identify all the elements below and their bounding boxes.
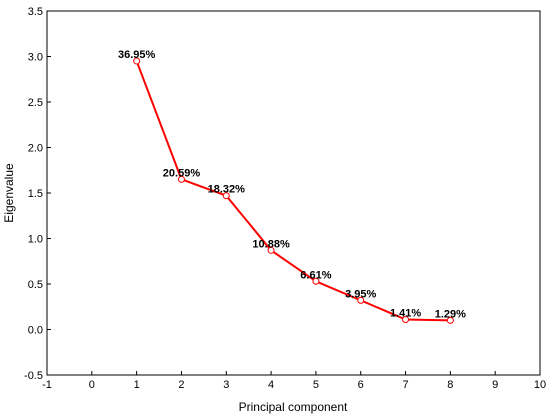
x-tick-label: 8 (447, 379, 453, 391)
plot-area (46, 10, 541, 376)
x-tick-label: 1 (134, 379, 140, 391)
x-axis-label: Principal component (239, 400, 348, 414)
data-label: 1.29% (435, 308, 466, 320)
y-tick-label: 3.0 (28, 52, 43, 64)
y-tick-label: 0.0 (28, 325, 43, 337)
data-label: 3.95% (345, 288, 376, 300)
x-tick-label: 2 (178, 379, 184, 391)
data-point (177, 175, 185, 183)
y-tick-label: 0.5 (28, 279, 43, 291)
y-tick-label: 1.0 (28, 234, 43, 246)
data-point (312, 277, 320, 285)
y-tick-label: 2.5 (28, 97, 43, 109)
series-line (135, 60, 451, 322)
x-tick-label: 7 (402, 379, 408, 391)
data-label: 1.41% (390, 307, 421, 319)
data-point (133, 57, 141, 65)
x-tick-label: 5 (313, 379, 319, 391)
data-label: 18.32% (208, 184, 246, 196)
y-axis-label: Eigenvalue (2, 163, 16, 223)
y-tick-label: 2.0 (28, 143, 43, 155)
data-label: 20.59% (163, 167, 201, 179)
data-point (267, 246, 275, 254)
x-tick-label: 6 (358, 379, 364, 391)
x-tick-label: -1 (42, 379, 52, 391)
data-point (446, 316, 454, 324)
x-tick-label: 4 (268, 379, 274, 391)
data-labels: 36.95% 20.59% 18.32% 10.88% 6.61% 3.95% 1.41% 1… (118, 49, 466, 320)
data-point (402, 315, 410, 323)
data-label: 10.88% (252, 238, 290, 250)
x-axis-ticks: -1 0 1 2 3 4 5 6 7 8 9 10 (42, 371, 546, 391)
data-label: 6.61% (300, 269, 331, 281)
x-tick-label: 0 (89, 379, 95, 391)
data-label: 36.95% (118, 49, 156, 61)
x-tick-label: 9 (492, 379, 498, 391)
series-layer (133, 57, 454, 324)
y-tick-label: -0.5 (24, 370, 43, 382)
x-tick-label: 10 (534, 379, 546, 391)
data-point (357, 296, 365, 304)
y-tick-label: 3.5 (28, 6, 43, 18)
x-tick-label: 3 (223, 379, 229, 391)
data-point (222, 192, 230, 200)
y-axis-ticks: -0.5 0.0 0.5 1.0 1.5 2.0 2.5 3.0 3.5 (24, 6, 51, 382)
y-tick-label: 1.5 (28, 188, 43, 200)
